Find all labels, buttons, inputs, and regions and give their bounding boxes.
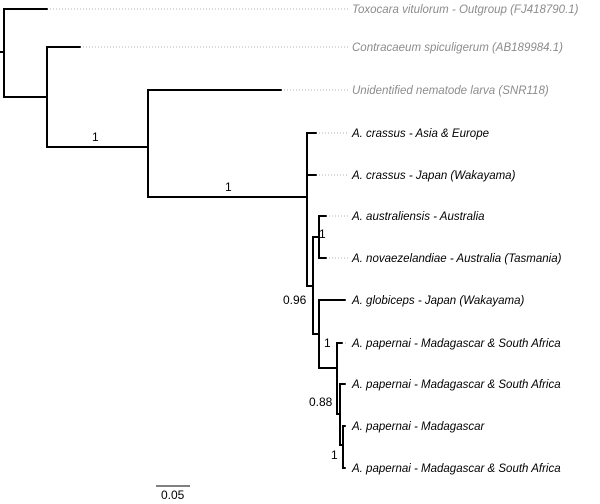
tree-branches [0, 8, 346, 469]
leaf-label-papernai-2: A. papernai - Madagascar & South Africa [351, 379, 561, 391]
leaf-label-crassus-asia-europe: A. crassus - Asia & Europe [351, 128, 489, 140]
scale-bar: 0.05 [156, 485, 190, 502]
leaf-label-unidentified-larva: Unidentified nematode larva (SNR118) [352, 85, 549, 97]
leaf-label-papernai-1: A. papernai - Madagascar & South Africa [351, 338, 561, 350]
support-value: 1 [331, 448, 338, 462]
leaf-label-contracaecum: Contracaeum spiculigerum (AB189984.1) [352, 42, 563, 54]
support-value: 1 [319, 227, 326, 241]
support-value: 1 [324, 336, 331, 350]
leaf-label-globiceps: A. globiceps - Japan (Wakayama) [351, 295, 525, 307]
leaf-label-novaezelandiae: A. novaezelandiae - Australia (Tasmania) [351, 253, 562, 265]
leaf-label-australiensis: A. australiensis - Australia [351, 211, 485, 223]
scale-bar-label: 0.05 [161, 488, 185, 502]
leaf-labels: Toxocara vitulorum - Outgroup (FJ418790.… [351, 4, 579, 475]
leaf-label-toxocara: Toxocara vitulorum - Outgroup (FJ418790.… [352, 4, 579, 16]
leader-lines [47, 8, 348, 469]
support-value: 0.88 [309, 395, 333, 409]
support-value: 1 [225, 180, 232, 194]
support-value: 1 [92, 130, 99, 144]
leaf-label-crassus-japan: A. crassus - Japan (Wakayama) [351, 170, 516, 182]
leaf-label-papernai-4: A. papernai - Madagascar & South Africa [351, 463, 561, 475]
support-value: 0.96 [283, 293, 307, 307]
leaf-label-papernai-3: A. papernai - Madagascar [351, 421, 485, 433]
support-values: 1 1 1 0.96 1 0.88 1 [92, 130, 338, 462]
